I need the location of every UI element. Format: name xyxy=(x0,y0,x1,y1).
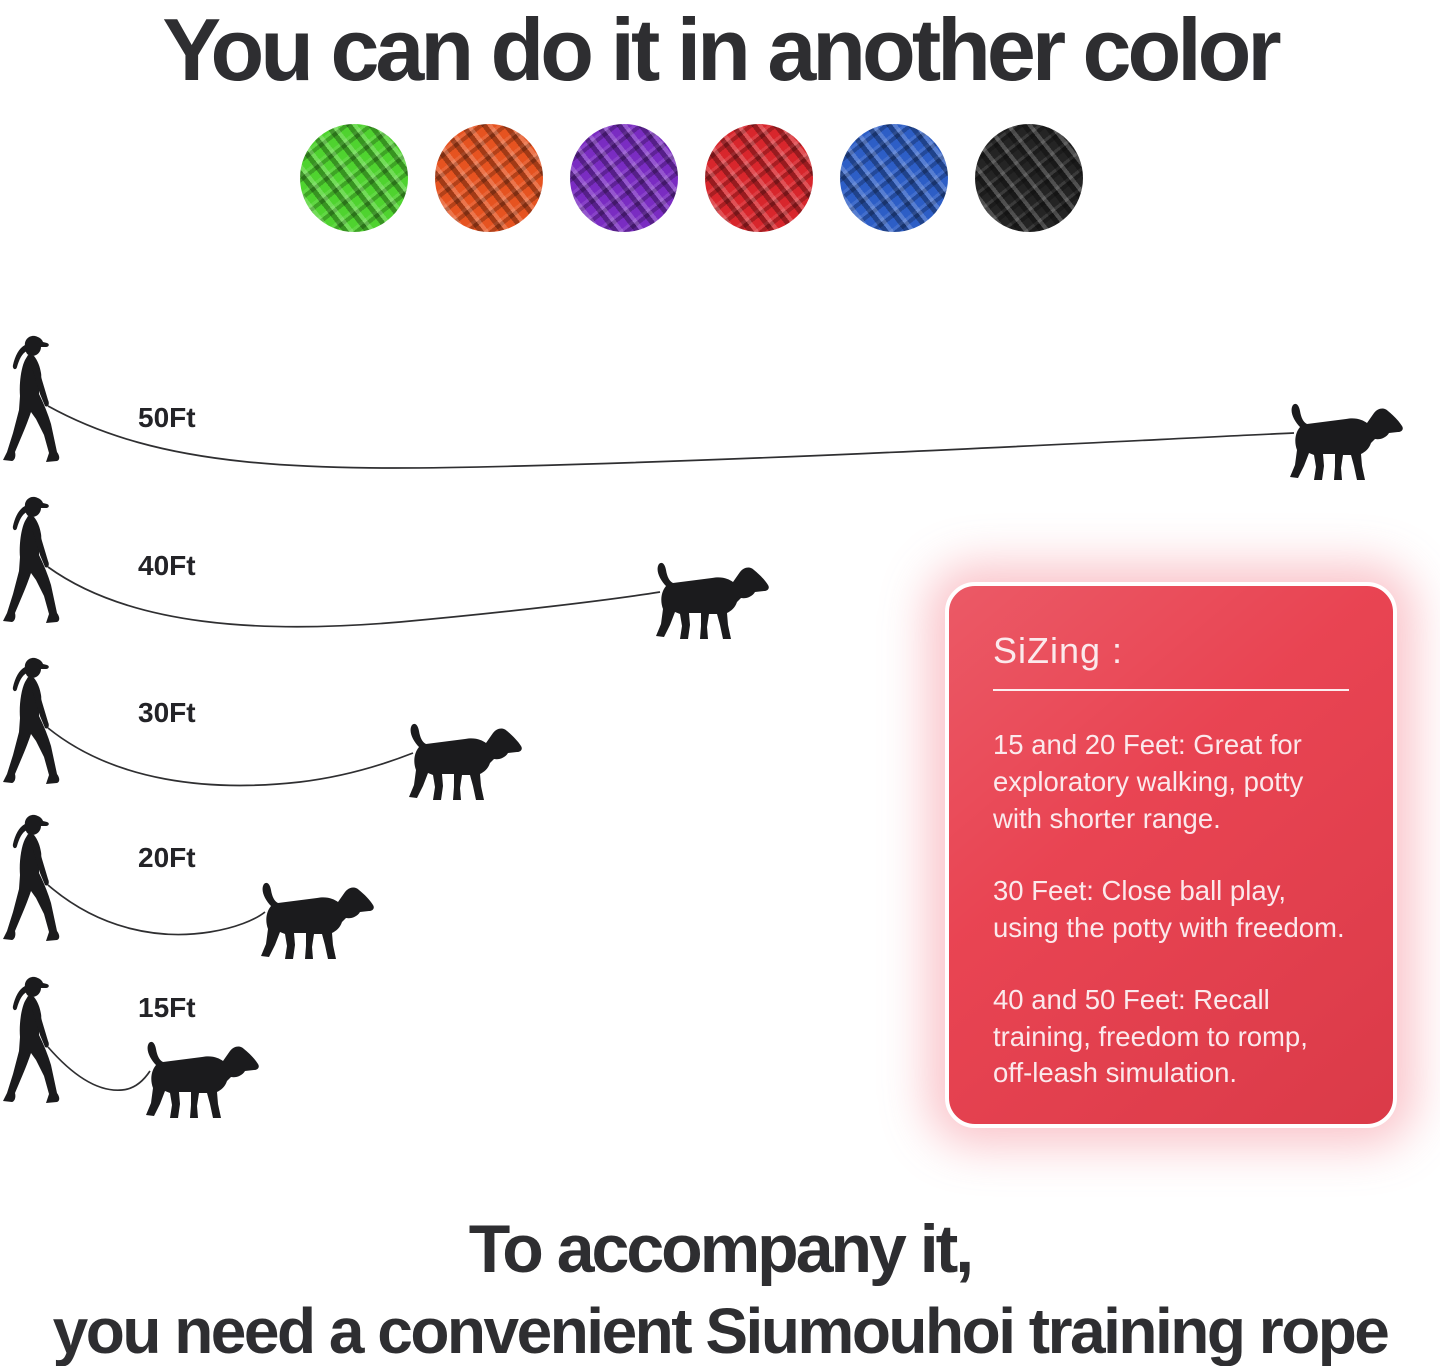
sizing-card-heading: SiZing : xyxy=(993,630,1124,671)
color-swatch-row xyxy=(300,124,1083,232)
swatch-blue xyxy=(840,124,948,232)
length-label-40ft: 40Ft xyxy=(138,550,196,581)
sizing-card: SiZing : 15 and 20 Feet: Great for explo… xyxy=(945,582,1397,1128)
leash-line-20ft xyxy=(47,884,266,936)
sizing-item-30ft: 30 Feet: Close ball play, using the pott… xyxy=(993,875,1345,943)
length-label-30ft: 30Ft xyxy=(138,697,196,728)
person-silhouette xyxy=(2,975,60,1110)
page-title: You can do it in another color xyxy=(162,0,1281,99)
sizing-item-40-50ft: 40 and 50 Feet: Recall training, freedom… xyxy=(993,984,1308,1089)
swatch-green xyxy=(300,124,408,232)
footer-line-1: To accompany it, xyxy=(468,1211,974,1287)
dog-silhouette xyxy=(405,719,523,804)
dog-silhouette xyxy=(257,878,375,963)
dog-silhouette xyxy=(142,1037,260,1122)
sizing-card-divider xyxy=(993,689,1349,692)
person-silhouette xyxy=(2,656,60,791)
length-label-20ft: 20Ft xyxy=(138,842,196,873)
swatch-purple xyxy=(570,124,678,232)
length-label-50ft: 50Ft xyxy=(138,402,196,433)
leash-line-50ft xyxy=(47,405,1295,469)
swatch-orange xyxy=(435,124,543,232)
swatch-black xyxy=(975,124,1083,232)
dog-silhouette xyxy=(1286,399,1404,484)
leash-line-30ft xyxy=(47,727,414,787)
leash-line-15ft xyxy=(47,1046,151,1091)
person-silhouette xyxy=(2,334,60,469)
sizing-item-15-20ft: 15 and 20 Feet: Great for exploratory wa… xyxy=(993,729,1304,834)
swatch-red xyxy=(705,124,813,232)
length-label-15ft: 15Ft xyxy=(138,992,196,1023)
dog-silhouette xyxy=(652,558,770,643)
footer-line-2: you need a convenient Siumouhoi training… xyxy=(52,1295,1390,1366)
person-silhouette xyxy=(2,495,60,630)
person-silhouette xyxy=(2,813,60,948)
